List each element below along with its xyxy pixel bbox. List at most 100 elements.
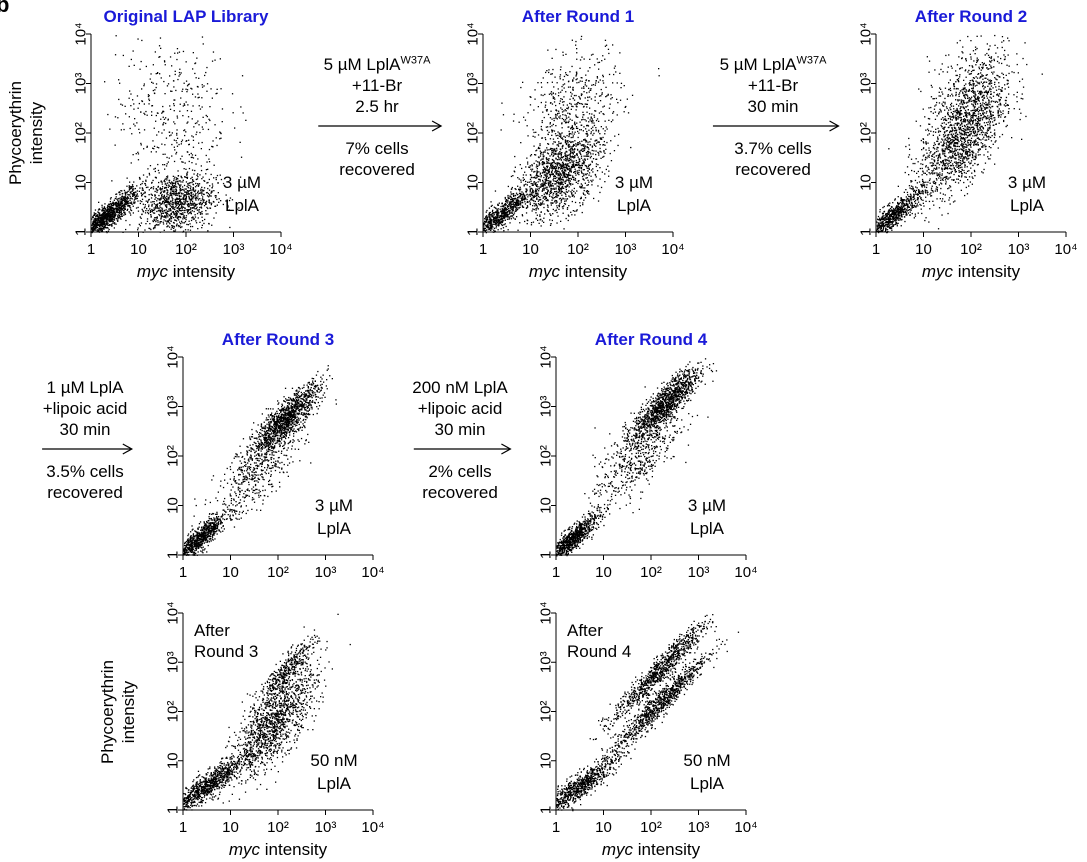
data-point — [507, 229, 509, 231]
data-point — [179, 68, 181, 70]
data-point — [212, 51, 215, 53]
data-point — [161, 195, 163, 197]
data-point — [209, 185, 211, 187]
data-point — [144, 229, 146, 231]
data-point — [161, 193, 163, 196]
data-point — [177, 193, 179, 195]
data-point — [156, 191, 158, 193]
data-point — [500, 222, 502, 224]
data-point — [131, 192, 133, 195]
data-point — [493, 229, 495, 231]
data-point — [167, 197, 169, 200]
data-point — [163, 210, 165, 212]
data-point — [203, 180, 205, 182]
data-point — [155, 219, 157, 221]
data-point — [189, 190, 191, 192]
data-point — [155, 73, 157, 75]
data-point — [110, 202, 112, 205]
data-point — [133, 188, 135, 190]
data-point — [201, 202, 203, 204]
data-point — [156, 72, 159, 74]
data-point — [191, 118, 193, 120]
data-point — [105, 223, 107, 225]
data-point — [118, 197, 120, 200]
data-point — [182, 188, 184, 191]
data-point — [179, 223, 182, 225]
data-point — [176, 129, 178, 131]
data-point — [502, 216, 504, 218]
data-point — [192, 188, 195, 190]
data-point — [192, 198, 194, 200]
data-point — [189, 209, 191, 211]
data-point — [220, 132, 222, 135]
data-point — [188, 203, 190, 205]
data-point — [150, 197, 153, 199]
data-point — [106, 207, 109, 209]
data-point — [510, 198, 512, 201]
data-point — [511, 212, 514, 214]
data-point — [147, 168, 149, 170]
data-point — [185, 199, 187, 201]
data-point — [523, 197, 526, 200]
data-point — [101, 220, 103, 222]
data-point — [92, 230, 94, 232]
data-point — [160, 221, 162, 223]
data-point — [156, 200, 158, 202]
data-point — [179, 199, 182, 201]
data-point — [97, 220, 99, 222]
data-point — [180, 216, 182, 219]
data-point — [149, 78, 151, 80]
data-point — [120, 190, 122, 192]
data-point — [205, 202, 207, 204]
data-point — [124, 203, 126, 205]
data-point — [187, 213, 189, 215]
data-point — [184, 197, 186, 200]
data-point — [173, 182, 175, 185]
data-point — [99, 223, 101, 225]
data-point — [179, 189, 181, 191]
data-point — [156, 210, 158, 213]
data-point — [107, 230, 109, 232]
data-point — [193, 206, 195, 208]
data-point — [152, 82, 154, 84]
data-point — [201, 194, 203, 196]
data-point — [196, 174, 198, 176]
data-point — [160, 189, 162, 191]
data-point — [195, 220, 197, 222]
data-point — [494, 230, 496, 232]
data-point — [139, 177, 141, 180]
data-point — [240, 106, 242, 108]
data-point — [121, 214, 123, 216]
data-point — [176, 212, 178, 214]
data-point — [156, 216, 158, 218]
data-point — [155, 205, 157, 207]
data-point — [170, 228, 172, 230]
data-point — [188, 209, 190, 211]
data-point — [122, 196, 124, 198]
data-point — [163, 191, 165, 193]
data-point — [126, 201, 128, 203]
data-point — [511, 208, 513, 210]
data-point — [92, 223, 95, 225]
data-point — [203, 205, 206, 207]
data-point — [169, 223, 171, 225]
data-point — [201, 178, 203, 180]
data-point — [495, 218, 497, 220]
data-point — [131, 193, 134, 196]
data-point — [154, 176, 157, 178]
data-point — [94, 222, 97, 225]
data-point — [211, 224, 213, 226]
data-point — [174, 182, 176, 184]
data-point — [201, 97, 203, 99]
data-point — [118, 98, 120, 101]
data-point — [488, 213, 490, 215]
data-point — [184, 209, 186, 211]
data-point — [99, 218, 101, 220]
data-point — [192, 187, 194, 189]
data-point — [154, 89, 156, 91]
data-point — [492, 209, 494, 211]
data-point — [165, 165, 168, 167]
data-point — [108, 219, 111, 221]
data-point — [156, 217, 158, 219]
data-point — [191, 225, 194, 228]
